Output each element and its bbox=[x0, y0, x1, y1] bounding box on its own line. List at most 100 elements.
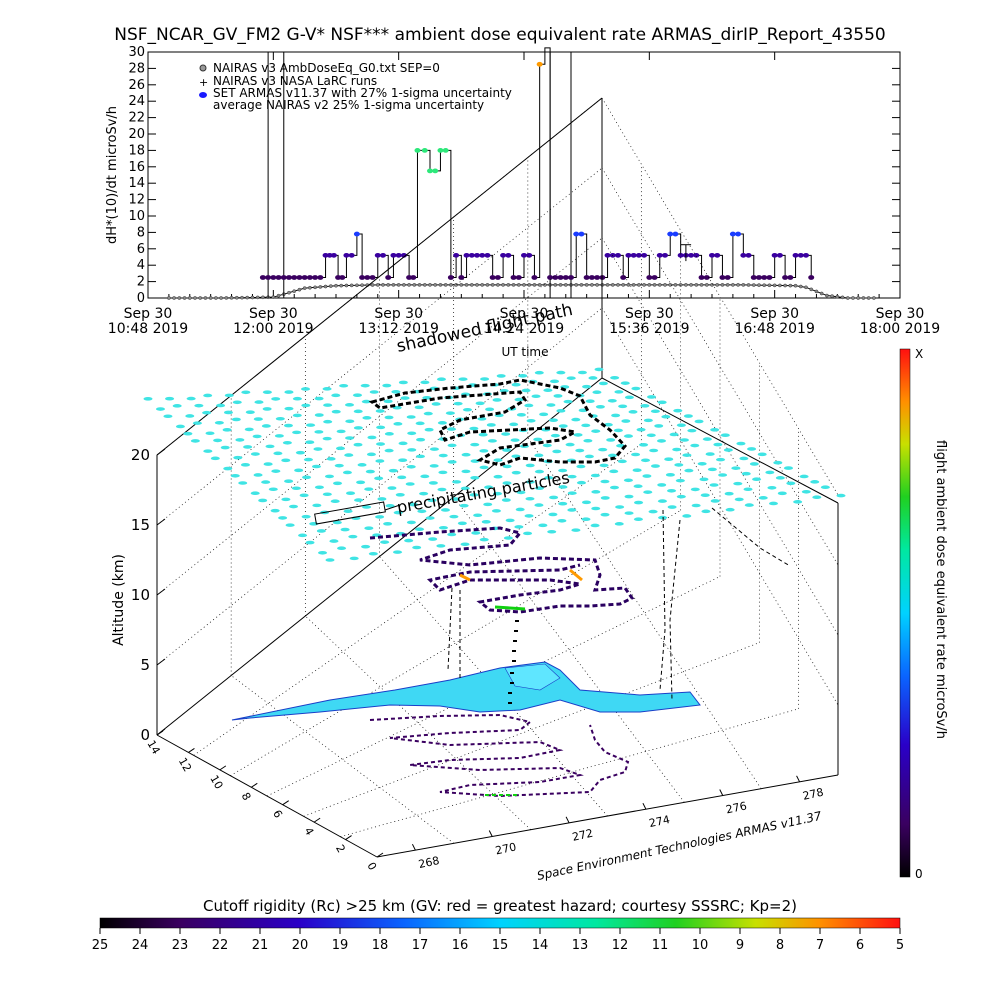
model-point bbox=[318, 285, 323, 289]
rigidity-tick-label: 12 bbox=[612, 938, 629, 953]
particle-mark bbox=[777, 491, 787, 496]
rigidity-tick-label: 10 bbox=[692, 938, 709, 953]
model-point bbox=[668, 283, 673, 287]
particle-mark bbox=[263, 462, 273, 466]
rigidity-tick-label: 15 bbox=[492, 938, 509, 953]
particle-mark bbox=[591, 490, 601, 494]
particle-mark bbox=[783, 466, 793, 470]
particle-mark bbox=[493, 491, 503, 496]
particle-mark bbox=[345, 403, 355, 407]
particle-mark bbox=[398, 441, 408, 446]
armas-point bbox=[463, 252, 470, 258]
model-point bbox=[736, 283, 740, 287]
particle-mark bbox=[223, 466, 233, 471]
y-tick-label: 24 bbox=[128, 94, 145, 109]
particle-mark bbox=[295, 450, 305, 455]
armas-point bbox=[588, 275, 595, 280]
altitude-tick-label: 15 bbox=[131, 516, 150, 534]
model-point bbox=[349, 283, 354, 288]
rigidity-tick-label: 6 bbox=[856, 938, 864, 953]
particle-mark bbox=[428, 537, 438, 541]
particle-mark bbox=[254, 400, 264, 404]
armas-point bbox=[521, 252, 527, 258]
latitude-tick-label: 4 bbox=[302, 825, 317, 838]
armas-point bbox=[735, 231, 742, 237]
particle-mark bbox=[775, 476, 785, 480]
armas-point bbox=[270, 275, 277, 280]
armas-point bbox=[604, 252, 611, 258]
particle-mark bbox=[397, 475, 407, 480]
longitude-tick-label: 270 bbox=[494, 840, 517, 857]
model-point bbox=[605, 283, 610, 287]
armas-point bbox=[301, 275, 308, 280]
particle-mark bbox=[312, 503, 322, 508]
particle-mark bbox=[376, 425, 386, 430]
particle-mark bbox=[607, 398, 617, 403]
armas-point bbox=[275, 275, 282, 280]
armas-point bbox=[515, 275, 522, 280]
particle-mark bbox=[436, 544, 446, 548]
particle-mark bbox=[566, 376, 576, 380]
particle-mark bbox=[382, 383, 392, 388]
armas-point bbox=[374, 252, 381, 258]
particle-mark bbox=[583, 438, 593, 443]
rigidity-tick-label: 21 bbox=[252, 938, 269, 953]
particle-mark bbox=[547, 529, 557, 534]
altitude-tick-mark bbox=[156, 448, 166, 456]
model-point bbox=[516, 283, 521, 287]
particle-mark bbox=[724, 491, 734, 496]
particle-mark bbox=[525, 480, 535, 484]
particle-mark bbox=[503, 536, 513, 540]
armas-point bbox=[797, 252, 804, 258]
particle-mark bbox=[613, 428, 623, 433]
model-point bbox=[240, 295, 244, 300]
armas-point bbox=[594, 275, 601, 280]
model-point bbox=[751, 283, 756, 287]
particle-mark bbox=[303, 457, 313, 462]
particle-mark bbox=[344, 453, 354, 457]
particle-mark bbox=[165, 396, 175, 401]
particle-mark bbox=[240, 463, 250, 467]
armas-point bbox=[291, 275, 298, 280]
particle-mark bbox=[691, 503, 701, 508]
particle-mark bbox=[620, 381, 630, 385]
particle-mark bbox=[563, 399, 573, 404]
mid-flight-path-highlights bbox=[459, 568, 583, 611]
particle-mark bbox=[674, 463, 684, 467]
particle-mark bbox=[163, 414, 173, 419]
particle-mark bbox=[447, 443, 457, 448]
colorbar-label: flight ambient dose equivalent rate micr… bbox=[933, 440, 948, 739]
longitude-tick-mark bbox=[411, 843, 416, 851]
y-tick-label: 12 bbox=[128, 193, 145, 208]
armas-point bbox=[625, 252, 632, 258]
particle-mark bbox=[416, 437, 426, 442]
particle-mark bbox=[330, 499, 340, 504]
particle-mark bbox=[523, 531, 533, 536]
model-point bbox=[610, 283, 615, 287]
particle-mark bbox=[438, 525, 448, 530]
model-point bbox=[511, 283, 516, 287]
armas-point bbox=[672, 231, 679, 237]
particle-mark bbox=[768, 501, 778, 506]
particle-mark bbox=[556, 370, 566, 375]
armas-point bbox=[296, 275, 303, 280]
particle-mark bbox=[447, 460, 457, 464]
armas-point bbox=[410, 275, 417, 280]
particle-mark bbox=[415, 527, 425, 532]
model-point bbox=[438, 283, 443, 287]
particle-mark bbox=[314, 396, 324, 401]
particle-mark bbox=[582, 384, 592, 389]
particle-mark bbox=[292, 396, 302, 401]
particle-mark bbox=[485, 407, 495, 412]
colorbar-min-label: 0 bbox=[915, 867, 923, 881]
armas-point bbox=[453, 252, 460, 258]
model-point bbox=[694, 283, 699, 287]
model-point bbox=[543, 283, 547, 287]
particle-mark bbox=[314, 413, 324, 417]
particle-mark bbox=[155, 407, 165, 411]
armas-point bbox=[578, 231, 585, 237]
particle-mark bbox=[318, 550, 328, 555]
particle-mark bbox=[292, 413, 302, 418]
model-point bbox=[746, 283, 751, 287]
particle-mark bbox=[610, 375, 620, 380]
